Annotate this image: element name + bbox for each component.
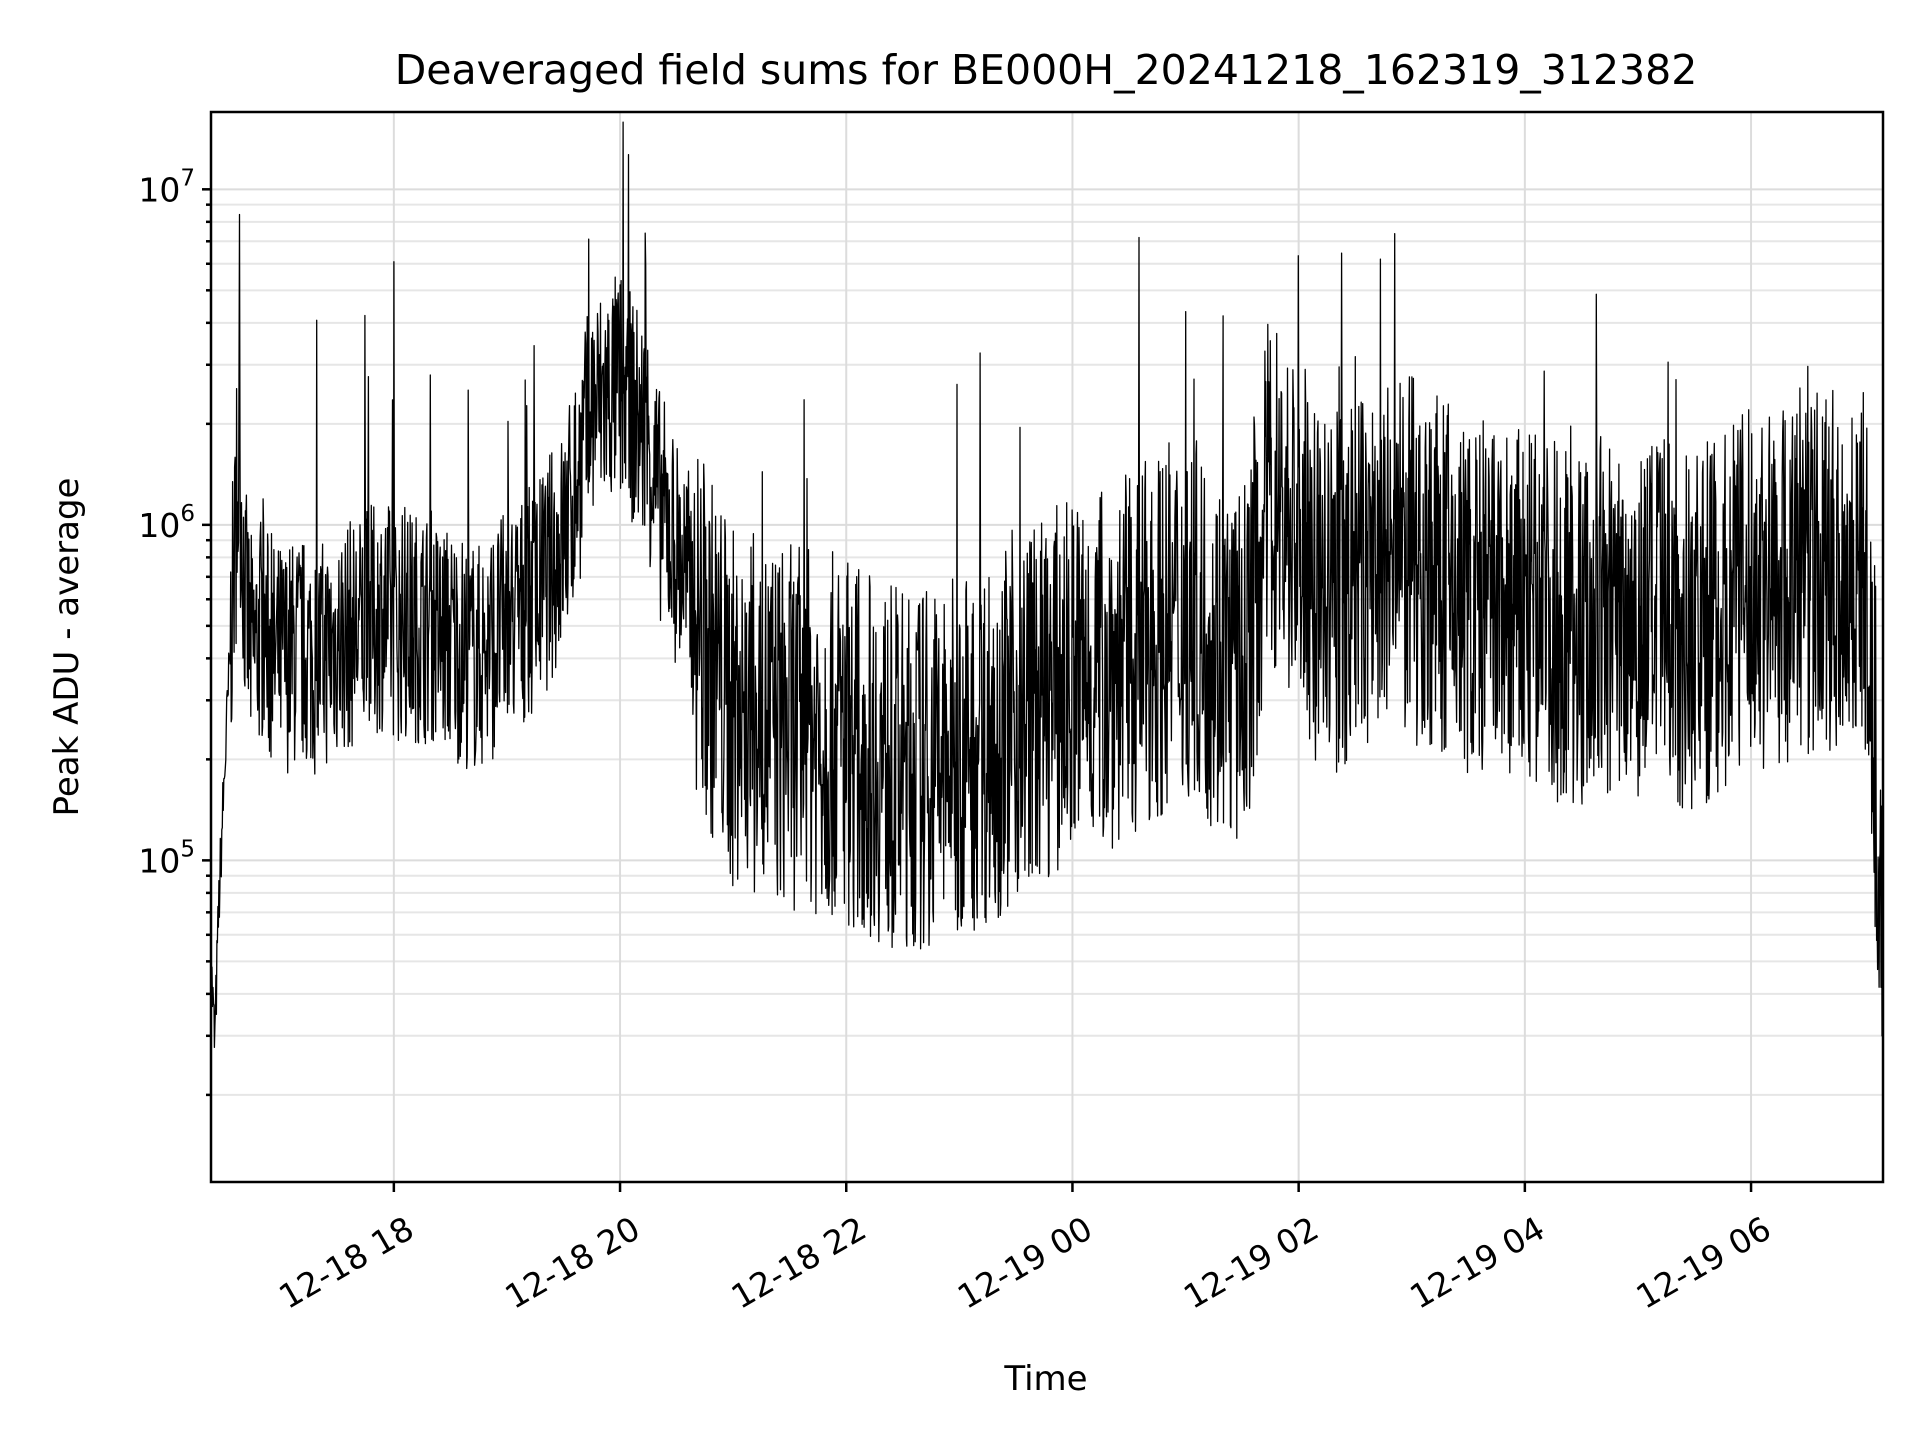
x-tick-label: 12-18 22: [725, 1209, 873, 1317]
x-axis: 12-18 18 12-18 20 12-18 22 12-19 00 12-19 02…: [272, 1182, 1777, 1317]
chart-title: Deaveraged field sums for BE000H_2024121…: [395, 46, 1698, 94]
y-tick-label: 106: [138, 501, 195, 545]
x-tick-label: 12-19 06: [1629, 1209, 1777, 1317]
x-tick-label: 12-19 00: [951, 1209, 1099, 1317]
y-tick-label: 105: [138, 836, 195, 880]
plot-frame: [209, 110, 1885, 1184]
series-line: [210, 121, 1884, 1049]
x-axis-label: Time: [1003, 1359, 1087, 1399]
x-tick-label: 12-18 18: [272, 1209, 420, 1317]
y-axis-label: Peak ADU - average: [47, 478, 87, 817]
y-tick-label: 107: [138, 165, 195, 209]
x-tick-label: 12-19 02: [1177, 1209, 1325, 1317]
y-axis: 105 106 107: [138, 165, 211, 1097]
x-tick-label: 12-18 20: [498, 1209, 646, 1317]
x-tick-label: 12-19 04: [1403, 1209, 1551, 1317]
